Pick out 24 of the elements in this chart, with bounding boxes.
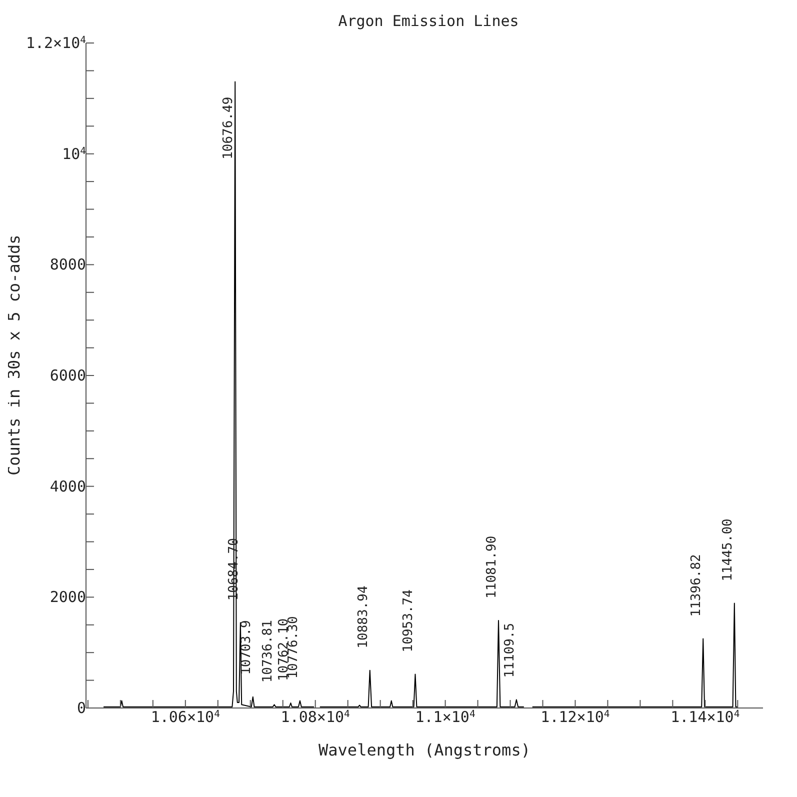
annotation: 10883.94 [356, 586, 371, 648]
annotation: 10736.81 [260, 620, 276, 683]
y-tick-label: 0 [76, 699, 86, 717]
annotation: 10953.74 [401, 589, 416, 652]
annotation: 10684.70 [226, 538, 242, 601]
chart-title: Argon Emission Lines [337, 12, 520, 30]
x-tick-label: 1.06×10$^{4}$ [150, 708, 220, 726]
y-tick-label: 6000 [50, 366, 86, 384]
annotation: 11396.82 [689, 554, 704, 617]
y-tick-label: 2000 [50, 588, 86, 606]
x-tick-label: 1.08×10$^{4}$ [280, 708, 350, 726]
annotation: 10676.49 [221, 96, 236, 160]
annotation: 11081.90 [484, 536, 500, 598]
y-tick-label: 10$^{4}$ [62, 144, 86, 163]
x-tick-label: 1.1×10$^{4}$ [415, 708, 476, 726]
x-tick-label: 1.14×10$^{4}$ [670, 708, 740, 726]
y-tick-label: 8000 [50, 256, 86, 274]
y-tick-label: 1.2×10$^{4}$ [26, 34, 86, 52]
annotation: 11445.00 [720, 518, 736, 582]
y-tick-label: 4000 [50, 477, 86, 496]
annotation: 10703.9 [238, 620, 254, 675]
x-axis-title: Wavelength (Angstroms) [318, 740, 530, 760]
x-tick-label: 1.12×10$^{4}$ [540, 708, 610, 726]
annotation: 11109.5 [502, 622, 518, 678]
